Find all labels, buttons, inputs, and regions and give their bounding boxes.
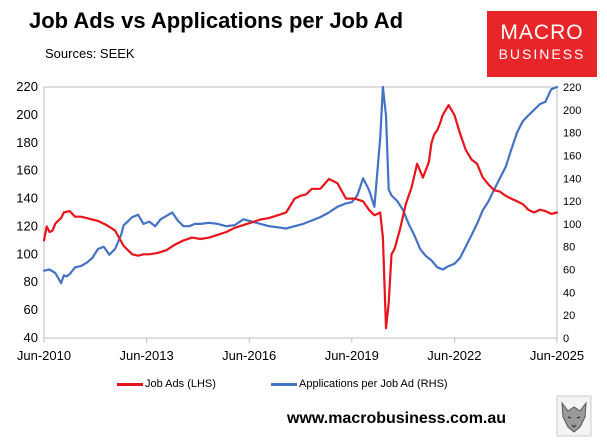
chart-title: Job Ads vs Applications per Job Ad (29, 8, 404, 33)
y-right-tick-label: 140 (563, 173, 581, 185)
y-left-tick-label: 100 (16, 246, 38, 261)
brand-logo: MACRO BUSINESS (487, 11, 597, 77)
axes: 40 60 80 100 120 140 160 180 200 220 0 20 40 60 80 100 1… (16, 79, 584, 363)
y-right-tick-label: 60 (563, 265, 575, 277)
logo-text-line2: BUSINESS (498, 46, 586, 62)
x-tick-label: Jun-2016 (222, 348, 276, 363)
legend-swatch-job-ads (117, 382, 143, 386)
legend-swatch-applications (271, 382, 297, 386)
y-right-tick-label: 220 (563, 82, 581, 94)
y-left-tick-label: 40 (24, 330, 38, 345)
wolf-emblem-icon (556, 395, 592, 437)
y-left-tick-label: 160 (16, 163, 38, 178)
legend-item-job-ads: Job Ads (LHS) (117, 378, 216, 390)
y-left-tick-label: 200 (16, 107, 38, 122)
logo-text-line1: MACRO (500, 21, 584, 44)
y-left-tick-label: 60 (24, 302, 38, 317)
x-tick-label: Jun-2019 (325, 348, 379, 363)
legend-label-applications: Applications per Job Ad (RHS) (299, 378, 448, 390)
x-tick-label: Jun-2022 (427, 348, 481, 363)
y-right-tick-label: 160 (563, 150, 581, 162)
y-right-tick-label: 180 (563, 128, 581, 140)
series-layer (42, 85, 559, 330)
y-left-tick-label: 140 (16, 191, 38, 206)
y-right-tick-label: 0 (563, 333, 569, 345)
plot-border (43, 86, 558, 339)
plot-area (43, 86, 558, 339)
series-line-job-ads (42, 103, 559, 330)
legend-item-applications: Applications per Job Ad (RHS) (271, 378, 448, 390)
y-right-tick-label: 20 (563, 310, 575, 322)
y-right-tick-label: 40 (563, 287, 575, 299)
y-right-tick-label: 100 (563, 219, 581, 231)
y-left-tick-label: 220 (16, 79, 38, 94)
y-left-tick-label: 120 (16, 218, 38, 233)
series-line-applications (42, 85, 559, 285)
y-right-tick-label: 200 (563, 105, 581, 117)
chart-subtitle: Sources: SEEK (45, 46, 135, 61)
x-tick-label: Jun-2025 (530, 348, 584, 363)
y-right-tick-label: 80 (563, 242, 575, 254)
legend-label-job-ads: Job Ads (LHS) (145, 378, 216, 390)
y-left-tick-label: 180 (16, 135, 38, 150)
y-left-tick-label: 80 (24, 274, 38, 289)
y-right-tick-label: 120 (563, 196, 581, 208)
website-url[interactable]: www.macrobusiness.com.au (287, 410, 507, 427)
x-tick-label: Jun-2010 (17, 348, 71, 363)
x-tick-label: Jun-2013 (119, 348, 173, 363)
